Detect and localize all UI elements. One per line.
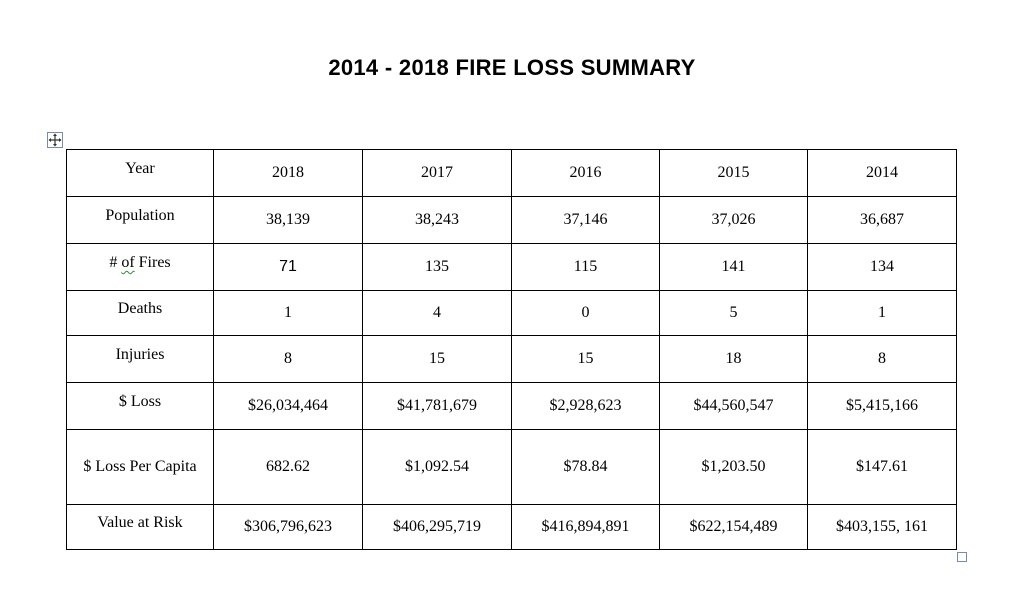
table-cell: $416,894,891 — [511, 504, 660, 550]
table-cell: 15 — [362, 335, 512, 383]
table-cell: $1,092.54 — [362, 429, 512, 505]
table-move-handle-icon[interactable] — [47, 132, 63, 148]
label-suffix: Fires — [134, 254, 171, 271]
table-cell: 37,146 — [511, 196, 660, 244]
row-header-fires: # of Fires — [66, 243, 214, 291]
table-cell: 135 — [362, 243, 512, 291]
table-cell: 1 — [807, 290, 957, 336]
table-row-value-at-risk: Value at Risk $306,796,623 $406,295,719 … — [66, 504, 957, 550]
year-cell: 2018 — [213, 149, 363, 197]
table-cell: 5 — [659, 290, 808, 336]
table-cell: $78.84 — [511, 429, 660, 505]
table-cell: 115 — [511, 243, 660, 291]
table-cell: $406,295,719 — [362, 504, 512, 550]
table-row-loss: $ Loss $26,034,464 $41,781,679 $2,928,62… — [66, 382, 957, 430]
row-header-population: Population — [66, 196, 214, 244]
table-cell: $1,203.50 — [659, 429, 808, 505]
table-cell: $147.61 — [807, 429, 957, 505]
table-row-injuries: Injuries 8 15 15 18 8 — [66, 335, 957, 383]
year-cell: 2016 — [511, 149, 660, 197]
table-cell: $5,415,166 — [807, 382, 957, 430]
row-header-loss-per-capita: $ Loss Per Capita — [66, 429, 214, 505]
table-cell: 36,687 — [807, 196, 957, 244]
table-row-year: Year 2018 2017 2016 2015 2014 — [66, 149, 957, 197]
table-cell: 37,026 — [659, 196, 808, 244]
year-cell: 2017 — [362, 149, 512, 197]
row-header-value-at-risk: Value at Risk — [66, 504, 214, 550]
row-header-deaths: Deaths — [66, 290, 214, 336]
table-cell: 0 — [511, 290, 660, 336]
table-cell: 8 — [807, 335, 957, 383]
table-row-fires: # of Fires 71 135 115 141 134 — [66, 243, 957, 291]
label-prefix: # — [109, 254, 122, 271]
table-cell: 682.62 — [213, 429, 363, 505]
page-title: 2014 - 2018 FIRE LOSS SUMMARY — [328, 55, 696, 80]
row-header-loss: $ Loss — [66, 382, 214, 430]
table-cell: 8 — [213, 335, 363, 383]
table-cell: $2,928,623 — [511, 382, 660, 430]
table-cell: $41,781,679 — [362, 382, 512, 430]
table-cell: $26,034,464 — [213, 382, 363, 430]
table-cell: $622,154,489 — [659, 504, 808, 550]
table-cell: 1 — [213, 290, 363, 336]
row-header-label: $ Loss Per Capita — [83, 458, 197, 475]
table-cell: 15 — [511, 335, 660, 383]
table-cell: 4 — [362, 290, 512, 336]
table-cell: 141 — [659, 243, 808, 291]
table-cell: $403,155, 161 — [807, 504, 957, 550]
table-row-loss-per-capita: $ Loss Per Capita 682.62 $1,092.54 $78.8… — [66, 429, 957, 505]
table-resize-handle[interactable] — [957, 552, 967, 562]
table-cell: $44,560,547 — [659, 382, 808, 430]
year-cell: 2015 — [659, 149, 808, 197]
spellcheck-marked-word: of — [121, 254, 135, 271]
table-cell: 38,243 — [362, 196, 512, 244]
table-cell: 18 — [659, 335, 808, 383]
table-cell: 134 — [807, 243, 957, 291]
table-row-deaths: Deaths 1 4 0 5 1 — [66, 290, 957, 336]
table-cell: 71 — [213, 243, 363, 291]
table-row-population: Population 38,139 38,243 37,146 37,026 3… — [66, 196, 957, 244]
table-cell: $306,796,623 — [213, 504, 363, 550]
year-cell: 2014 — [807, 149, 957, 197]
table-cell: 38,139 — [213, 196, 363, 244]
row-header-injuries: Injuries — [66, 335, 214, 383]
row-header-year: Year — [66, 149, 214, 197]
fire-loss-table: Year 2018 2017 2016 2015 2014 Population… — [66, 149, 957, 550]
